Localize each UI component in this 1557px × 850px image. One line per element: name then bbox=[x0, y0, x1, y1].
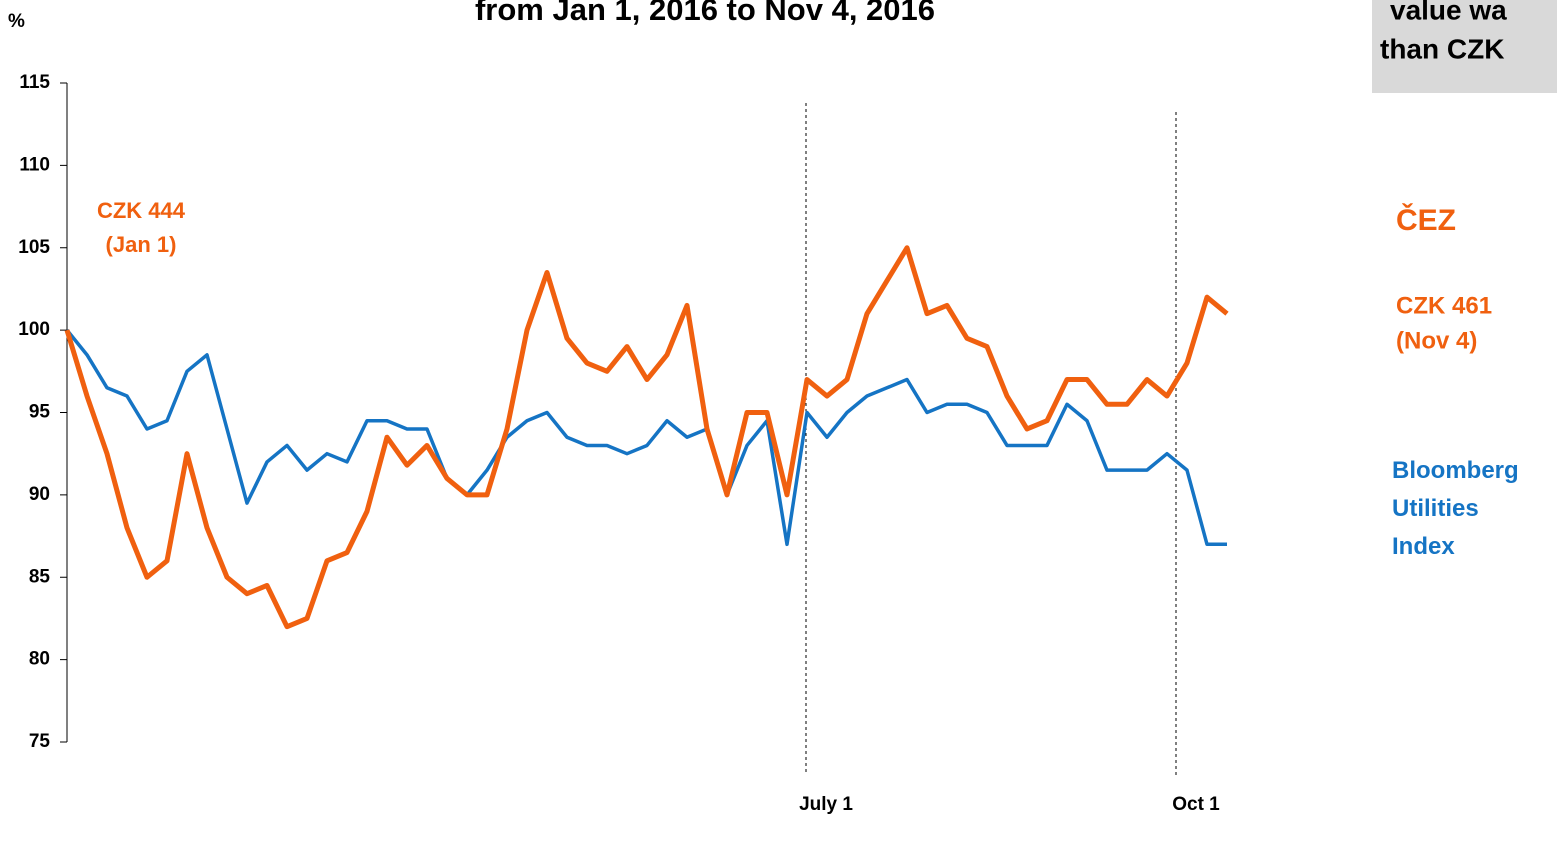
series-line bbox=[64, 245, 1229, 630]
y-tick-label: 115 bbox=[19, 72, 50, 93]
x-tick-label: July 1 bbox=[799, 794, 853, 815]
series-line bbox=[65, 329, 1227, 547]
series-label: ČEZ bbox=[1396, 203, 1456, 237]
annotation: CZK 444 bbox=[97, 198, 186, 223]
note-box bbox=[1372, 0, 1557, 93]
y-axis-label: % bbox=[8, 11, 25, 32]
note-text: value wa bbox=[1390, 0, 1507, 25]
y-tick-label: 85 bbox=[29, 566, 51, 587]
y-tick-label: 80 bbox=[29, 649, 50, 670]
y-tick-label: 75 bbox=[29, 731, 51, 752]
annotation: (Nov 4) bbox=[1396, 327, 1477, 354]
annotation: (Jan 1) bbox=[106, 232, 177, 257]
y-tick-label: 100 bbox=[18, 319, 50, 340]
y-tick-label: 110 bbox=[19, 154, 50, 175]
annotation: CZK 461 bbox=[1396, 292, 1492, 319]
y-tick-label: 105 bbox=[18, 237, 50, 258]
y-tick-label: 90 bbox=[29, 484, 50, 505]
series-label: Bloomberg Utilities Index bbox=[1392, 457, 1519, 560]
chart-title: from Jan 1, 2016 to Nov 4, 2016 bbox=[475, 0, 935, 27]
y-tick-label: 95 bbox=[29, 402, 51, 423]
x-tick-label: Oct 1 bbox=[1172, 794, 1220, 815]
note-text: than CZK bbox=[1380, 33, 1504, 64]
